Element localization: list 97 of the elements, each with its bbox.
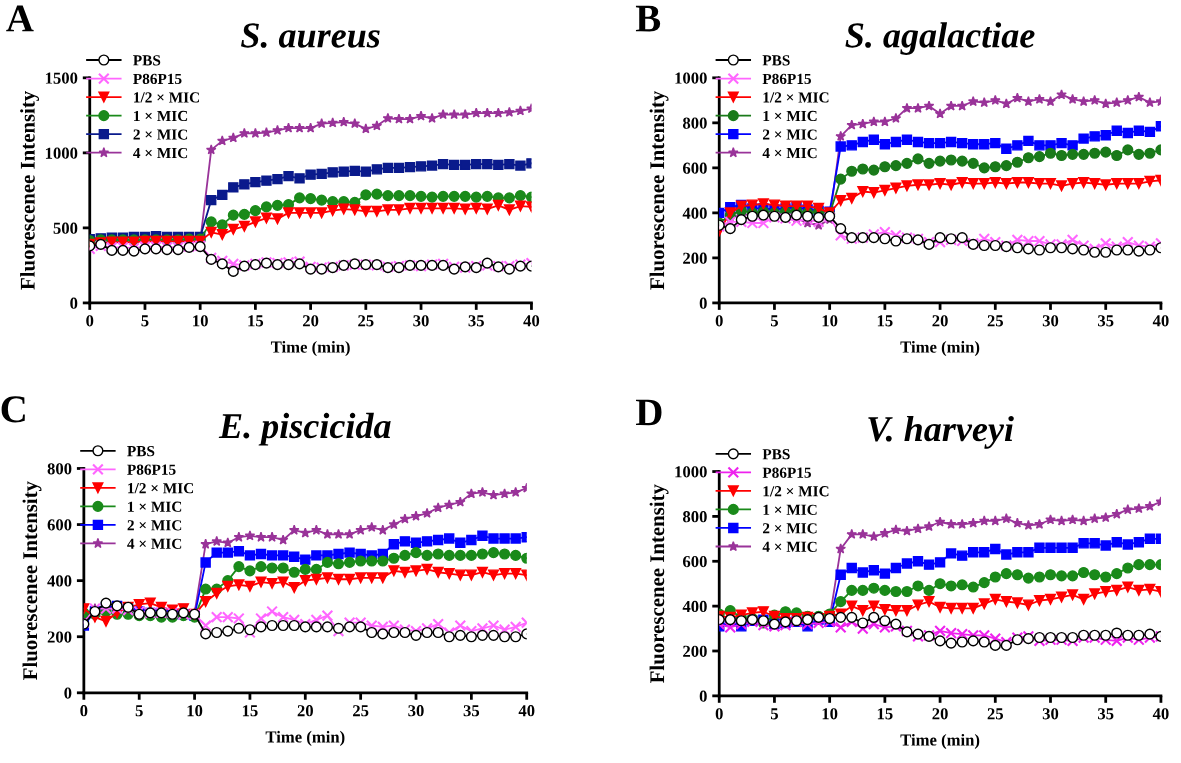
legend-label: 1/2 × MIC [763,92,829,103]
x-tick-label: 30 [413,315,429,327]
x-tick-label: 15 [242,705,258,717]
y-tick-label: 800 [682,511,707,523]
legend-label: P86P15 [133,73,182,85]
chart-title: E. piscicida [218,412,391,446]
text: D [635,399,662,426]
y-tick-label: 200 [683,252,707,264]
y-tick-label: 1500 [45,72,78,84]
legend-label: 1/2 × MIC [763,486,829,497]
y-tick-label: 600 [682,555,707,568]
legend-label: 2 × MIC [762,523,817,534]
x-tick-label: 10 [193,315,208,327]
legend-label: P86P15 [127,464,176,475]
y-tick-label: 1000 [45,147,78,159]
legend-label: PBS [133,55,161,66]
y-tick-label: 500 [53,222,78,234]
y-tick-label: 0 [699,297,707,309]
x-tick-label: 35 [468,315,484,327]
x-axis-title: Time (min) [270,340,350,357]
legend-label: 1 × MIC [134,110,188,122]
x-tick-label: 40 [1152,315,1169,327]
x-tick-label: 5 [770,708,778,720]
legend-label: PBS [762,55,790,66]
y-tick-label: 0 [64,687,72,699]
x-tick-label: 10 [822,315,838,327]
legend-label: 2 × MIC [133,129,188,140]
x-tick-label: 20 [302,315,319,327]
legend-label: 2 × MIC [762,129,817,140]
x-tick-label: 5 [770,315,778,327]
y-tick-label: 800 [47,463,72,475]
text: A [6,5,34,32]
x-tick-label: 25 [353,705,369,717]
y-axis-title: Fluorescenee Intensity [649,484,669,683]
x-tick-label: 20 [297,705,313,717]
legend-label: 1 × MIC [763,110,817,122]
x-tick-label: 35 [463,705,480,717]
y-axis-title: Fluorescenee Intensity [22,481,42,680]
x-tick-label: 15 [877,315,893,327]
legend-label: PBS [127,446,155,457]
y-tick-label: 600 [682,162,707,174]
x-tick-label: 15 [248,315,264,327]
legend-label: P86P15 [762,73,811,85]
x-axis-title: Time (min) [900,340,980,357]
x-axis-title: Time (min) [265,730,345,746]
text: B [635,5,661,32]
x-tick-label: 0 [86,315,94,327]
y-tick-label: 600 [47,519,72,531]
x-tick-label: 40 [1152,708,1169,720]
y-tick-label: 1000 [675,466,707,478]
x-tick-label: 20 [932,708,948,720]
x-tick-label: 15 [877,708,893,720]
y-tick-label: 1000 [675,72,707,84]
y-tick-label: 400 [47,575,72,587]
x-tick-label: 0 [80,705,88,717]
text: C [1,396,25,423]
chart-title: S. aureus [241,23,380,48]
legend-label: 2 × MIC [127,520,182,531]
y-axis-title: Fluorescenee Intensity [649,90,669,290]
x-tick-label: 30 [408,705,424,717]
y-tick-label: 0 [70,297,78,309]
x-tick-label: 5 [141,315,149,327]
x-tick-label: 20 [932,315,948,327]
legend-label: PBS [762,449,790,460]
legend-label: 4 × MIC [762,147,817,159]
x-tick-label: 30 [1042,708,1059,720]
legend-label: 1/2 × MIC [134,92,199,103]
x-tick-label: 40 [518,705,535,717]
x-tick-label: 25 [987,315,1004,327]
legend-label: 1/2 × MIC [128,483,194,494]
y-tick-label: 400 [682,600,707,613]
legend-label: 1 × MIC [763,504,817,515]
y-tick-label: 0 [699,690,707,702]
x-tick-label: 5 [135,705,143,717]
chart-title: S. agalactiae [845,22,1035,55]
chart-title: V. harveyi [868,415,1014,449]
legend-label: 1 × MIC [128,501,182,512]
y-tick-label: 200 [683,645,707,657]
x-tick-label: 25 [987,708,1004,720]
legend-label: 4 × MIC [133,147,188,159]
y-tick-label: 200 [47,631,72,643]
legend-label: 4 × MIC [762,541,817,552]
x-tick-label: 40 [523,315,540,327]
x-tick-label: 30 [1042,315,1059,327]
y-axis-title: Fluorescenee Intensity [20,90,40,290]
x-tick-label: 25 [358,315,374,327]
legend-label: P86P15 [762,467,811,478]
x-tick-label: 0 [715,708,723,720]
y-tick-label: 400 [682,207,707,219]
x-tick-label: 0 [715,315,723,327]
x-tick-label: 10 [822,708,838,720]
legend-label: 4 × MIC [127,538,182,549]
x-axis-title: Time (min) [900,733,980,749]
y-tick-label: 800 [682,117,707,129]
x-tick-label: 35 [1098,708,1114,720]
x-tick-label: 10 [187,705,203,717]
x-tick-label: 35 [1098,315,1114,327]
